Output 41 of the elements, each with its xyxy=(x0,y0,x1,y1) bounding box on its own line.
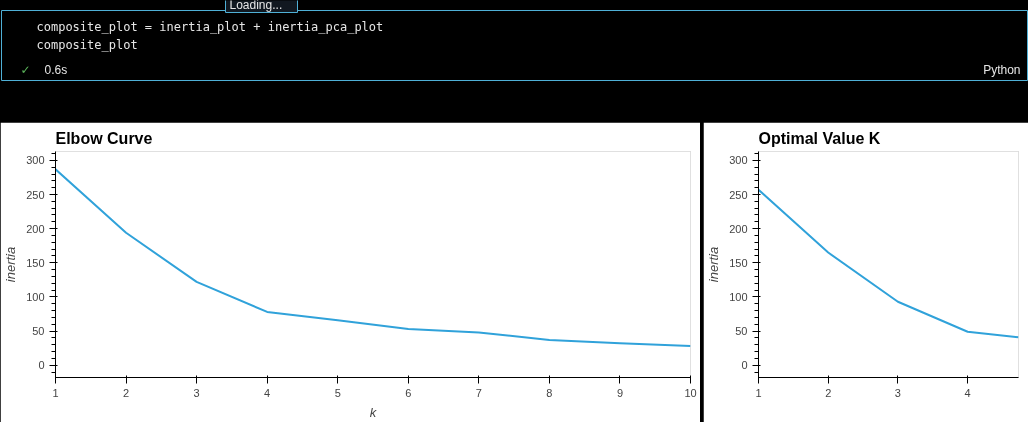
y-tick-label: 300 xyxy=(26,154,45,167)
y-tick-label: 200 xyxy=(26,222,45,235)
x-tick-label: 10 xyxy=(684,386,697,399)
y-axis-title: inertia xyxy=(706,246,722,283)
y-axis-title: inertia xyxy=(3,246,19,283)
x-tick-label: 3 xyxy=(894,386,901,399)
line-series xyxy=(758,188,1019,339)
y-tick-label: 150 xyxy=(26,256,45,269)
text: 0.6s xyxy=(44,62,68,77)
x-tick-label: 7 xyxy=(475,386,482,399)
y-tick-label: 50 xyxy=(32,325,45,338)
x-tick-label: 5 xyxy=(334,386,341,399)
text: Loading... xyxy=(229,0,283,12)
text: composite_plot xyxy=(36,37,138,52)
text: composite_plot = inertia_plot + inertia_pca_plot xyxy=(36,19,384,34)
y-tick-label: 250 xyxy=(26,188,45,201)
y-tick-label: 150 xyxy=(729,256,748,269)
x-tick-label: 1 xyxy=(52,386,59,399)
y-tick-label: 50 xyxy=(735,325,748,338)
text: ✓ xyxy=(20,62,31,77)
x-tick-label: 6 xyxy=(405,386,412,399)
x-tick-label: 4 xyxy=(264,386,271,399)
y-tick-label: 300 xyxy=(729,154,748,167)
x-tick-label: 3 xyxy=(193,386,200,399)
x-tick-label: 8 xyxy=(546,386,553,399)
x-tick-label: 1 xyxy=(755,386,762,399)
text: Python xyxy=(983,62,1021,77)
y-tick-label: 100 xyxy=(729,290,748,303)
x-axis-title: k xyxy=(369,404,378,420)
x-tick-label: 2 xyxy=(123,386,130,399)
x-tick-label: 2 xyxy=(825,386,832,399)
x-tick-label: 4 xyxy=(964,386,971,399)
y-tick-label: 100 xyxy=(26,290,45,303)
y-tick-label: 250 xyxy=(729,188,748,201)
chart-title: Optimal Value K xyxy=(758,129,881,147)
y-tick-label: 200 xyxy=(729,222,748,235)
y-tick-label: 0 xyxy=(38,359,45,372)
chart-title: Elbow Curve xyxy=(55,129,153,147)
y-tick-label: 0 xyxy=(741,359,748,372)
line-series xyxy=(55,168,691,348)
x-tick-label: 9 xyxy=(616,386,624,399)
